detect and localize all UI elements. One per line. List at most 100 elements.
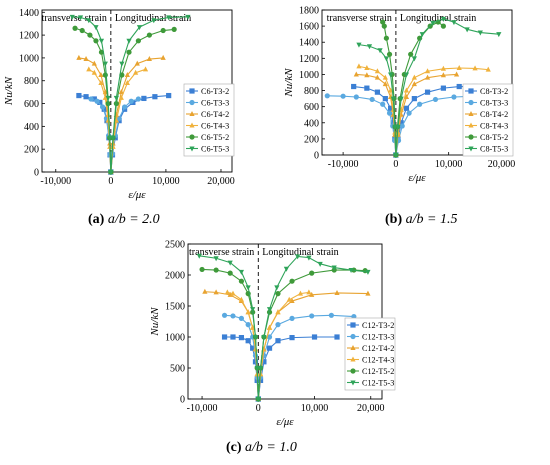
data-point — [250, 345, 256, 351]
legend-marker — [350, 345, 356, 350]
data-point — [286, 296, 292, 302]
legend-marker — [468, 99, 474, 106]
data-point — [348, 268, 354, 274]
legend-label: C6-T3-2 — [201, 87, 229, 96]
series-C12-T3-2 — [221, 334, 340, 402]
data-point — [356, 42, 362, 48]
series-C6-T5-2 — [72, 25, 177, 175]
data-point — [213, 267, 219, 273]
data-point — [102, 72, 108, 78]
data-point — [388, 105, 394, 111]
data-point — [369, 96, 375, 103]
data-point — [202, 288, 208, 294]
data-point — [340, 93, 346, 99]
data-point — [309, 313, 315, 319]
data-point — [324, 93, 330, 99]
data-point — [245, 285, 251, 291]
y-tick-label: 2500 — [165, 240, 185, 251]
data-point — [97, 99, 103, 106]
series-line — [257, 314, 354, 400]
data-point — [83, 94, 89, 100]
data-point — [91, 69, 97, 75]
data-point — [133, 69, 139, 75]
data-point — [142, 66, 149, 72]
x-tick-label: 20,000 — [488, 159, 516, 170]
data-point — [86, 66, 92, 72]
legend-label: C12-T5-2 — [362, 367, 394, 376]
x-tick-label: 0 — [393, 159, 398, 170]
x-tick-label: 10,000 — [152, 176, 180, 187]
data-point — [274, 285, 280, 291]
data-point — [383, 35, 389, 41]
data-point — [398, 120, 404, 126]
data-point — [393, 153, 399, 158]
chart-b: 0 200 400 600 800 1000 1200 1400 1600 1800 -10,000… — [283, 6, 515, 185]
annotation-transverse: transverse strain — [327, 13, 392, 24]
caption-b-text: a/b = 1.5 — [405, 212, 458, 227]
data-point — [275, 338, 281, 344]
data-point — [252, 335, 259, 340]
legend-label: C12-T3-3 — [362, 333, 394, 342]
y-tick-label: 0 — [180, 395, 185, 406]
annotation-longitudinal: Longitudinal strain — [262, 247, 338, 258]
caption-b: (b) a/b = 1.5 — [385, 212, 457, 228]
x-tick-label: -10,000 — [328, 159, 359, 170]
legend: C8-T3-2 C8-T3-3 C8-T4-2 C8-T4-3 C8-T5-2 C8-T5… — [462, 83, 514, 157]
data-point — [451, 20, 457, 26]
data-point — [160, 27, 166, 34]
data-point — [297, 290, 304, 296]
x-tick-label: -10,000 — [40, 176, 71, 187]
data-point — [124, 72, 130, 78]
y-axis-title: Nu/kN — [3, 76, 15, 106]
legend-marker — [189, 111, 195, 116]
data-point — [419, 32, 425, 38]
x-tick-label: -10,000 — [187, 403, 218, 414]
data-point — [289, 335, 295, 341]
legend-marker — [350, 333, 356, 340]
data-point — [295, 254, 301, 260]
data-point — [306, 255, 312, 261]
x-tick-label: 10,000 — [301, 403, 329, 414]
y-tick-label: 600 — [24, 99, 39, 110]
y-tick-label: 800 — [304, 86, 319, 97]
data-point — [275, 322, 281, 328]
data-point — [289, 278, 295, 284]
data-point — [309, 270, 315, 276]
data-point — [102, 61, 108, 67]
x-tick-label: 10,000 — [435, 159, 463, 170]
data-point — [87, 32, 93, 38]
data-point — [377, 48, 383, 54]
series-C12-T5-3 — [196, 253, 371, 402]
data-point — [334, 289, 340, 295]
data-point — [390, 120, 396, 126]
data-point — [102, 94, 108, 100]
data-point — [353, 71, 359, 77]
data-point — [152, 94, 158, 100]
data-point — [472, 65, 478, 71]
data-point — [135, 96, 141, 102]
data-point — [238, 296, 245, 302]
series-C8-T5-3 — [356, 16, 502, 158]
series-C12-T4-3 — [224, 289, 312, 401]
data-point — [93, 38, 99, 44]
legend-marker — [189, 122, 195, 128]
series-C12-T5-2 — [199, 266, 368, 402]
data-point — [364, 85, 370, 91]
legend-marker — [468, 134, 474, 140]
data-point — [238, 315, 245, 321]
legend-label: C12-T4-2 — [362, 344, 394, 353]
data-point — [374, 89, 381, 95]
legend-marker — [350, 368, 356, 374]
legend-label: C12-T4-3 — [362, 356, 394, 365]
legend-marker — [468, 122, 474, 128]
y-axis-title: Nu/kN — [149, 307, 161, 337]
data-point — [388, 72, 394, 78]
data-point — [245, 309, 251, 315]
data-point — [69, 14, 75, 20]
data-point — [238, 269, 245, 275]
data-point — [250, 307, 256, 313]
legend-box — [462, 83, 514, 157]
data-point — [408, 51, 414, 57]
data-point — [128, 98, 134, 104]
